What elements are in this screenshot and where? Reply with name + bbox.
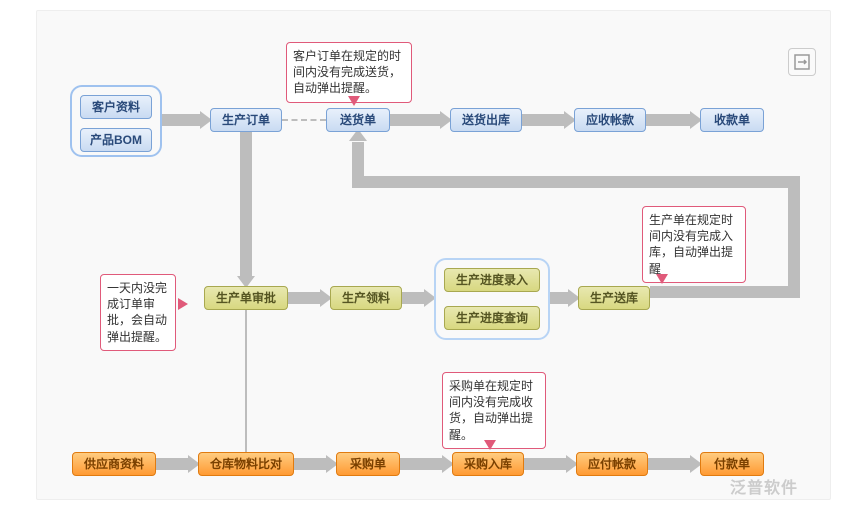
node-delivery-note[interactable]: 送货单 [326,108,390,132]
diagram-canvas: 客户资料 产品BOM 生产订单 送货单 送货出库 应收帐款 收款单 生产单审批 … [0,0,850,515]
node-supplier-info[interactable]: 供应商资料 [72,452,156,476]
tooltip-tail [656,274,668,284]
node-accounts-receivable[interactable]: 应收帐款 [574,108,646,132]
watermark-text: 泛普软件 [730,474,798,498]
node-purchase-inbound[interactable]: 采购入库 [452,452,524,476]
node-accounts-payable[interactable]: 应付帐款 [576,452,648,476]
tooltip-tail [348,96,360,106]
tooltip-tail [484,440,496,450]
tooltip-warehouse-reminder: 生产单在规定时间内没有完成入库，自动弹出提醒 [642,206,746,283]
node-delivery-outbound[interactable]: 送货出库 [450,108,522,132]
node-payment[interactable]: 付款单 [700,452,764,476]
node-production-order[interactable]: 生产订单 [210,108,282,132]
tooltip-delivery-reminder: 客户订单在规定的时间内没有完成送货，自动弹出提醒。 [286,42,412,103]
node-product-bom[interactable]: 产品BOM [80,128,152,152]
node-progress-entry[interactable]: 生产进度录入 [444,268,540,292]
node-stock-compare[interactable]: 仓库物料比对 [198,452,294,476]
tooltip-approval-reminder: 一天内没完成订单审批，会自动弹出提醒。 [100,274,176,351]
node-purchase-order[interactable]: 采购单 [336,452,400,476]
node-production-picking[interactable]: 生产领料 [330,286,402,310]
expand-icon[interactable] [788,48,816,76]
node-receipt[interactable]: 收款单 [700,108,764,132]
node-customer-info[interactable]: 客户资料 [80,95,152,119]
node-production-approval[interactable]: 生产单审批 [204,286,288,310]
node-progress-query[interactable]: 生产进度查询 [444,306,540,330]
node-production-warehouse[interactable]: 生产送库 [578,286,650,310]
tooltip-purchase-reminder: 采购单在规定时间内没有完成收货，自动弹出提醒。 [442,372,546,449]
tooltip-tail [178,298,188,310]
